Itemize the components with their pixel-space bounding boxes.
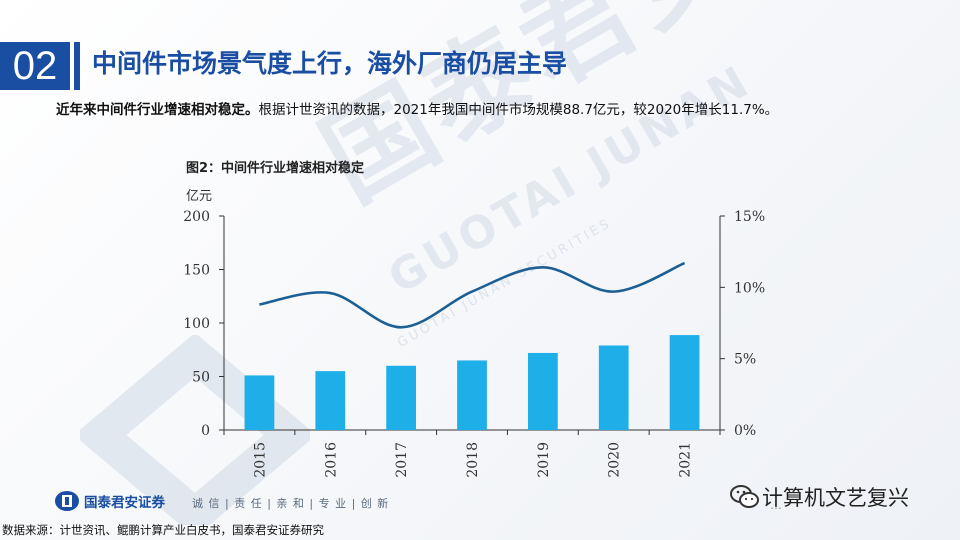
footer-brand: 国泰君安证券	[84, 495, 165, 511]
x-tick-label: 2020	[607, 442, 623, 478]
y-left-tick-label: 50	[192, 370, 210, 386]
bar	[244, 375, 275, 430]
summary-text: 近年来中间件行业增速相对稳定。根据计世资讯的数据，2021年我国中间件市场规模8…	[56, 98, 778, 118]
chart-title: 图2：中间件行业增速相对稳定	[186, 161, 365, 176]
y-right-tick-label: 10%	[734, 280, 765, 296]
growth-rate-line	[259, 261, 686, 329]
y-axis-unit: 亿元	[186, 189, 213, 204]
x-tick-label: 2015	[252, 442, 268, 478]
y-left-tick-label: 150	[183, 263, 210, 279]
bar	[598, 345, 629, 430]
y-left-tick-label: 0	[201, 423, 210, 439]
x-tick-label: 2016	[323, 442, 339, 478]
wechat-shadow-text: …	[770, 498, 782, 512]
x-tick-label: 2021	[678, 442, 694, 478]
y-right-tick-label: 15%	[734, 209, 765, 225]
y-right-tick-label: 5%	[734, 352, 756, 368]
data-source: 数据来源：计世资讯、鲲鹏计算产业白皮书，国泰君安证券研究	[2, 523, 324, 537]
x-tick-label: 2018	[465, 442, 481, 478]
section-number: 02	[0, 42, 70, 90]
wechat-account-name: 计算机文艺复兴	[762, 486, 909, 510]
x-tick-label: 2017	[394, 442, 410, 478]
bar	[457, 360, 487, 430]
wechat-icon	[730, 485, 759, 508]
y-left-tick-label: 100	[183, 316, 210, 332]
y-left-tick-label: 200	[183, 209, 210, 225]
section-divider	[74, 42, 80, 90]
y-right-tick-label: 0%	[734, 423, 756, 439]
x-tick-label: 2019	[536, 442, 552, 478]
brand-logo-icon	[55, 491, 79, 511]
footer-slogan: 诚 信 | 责 任 | 亲 和 | 专 业 | 创 新	[192, 497, 390, 510]
summary-body: 根据计世资讯的数据，2021年我国中间件市场规模88.7亿元，较2020年增长1…	[258, 102, 779, 118]
bar	[315, 371, 346, 430]
summary-lead: 近年来中间件行业增速相对稳定。	[56, 102, 259, 118]
bar	[386, 365, 417, 430]
page-title: 中间件市场景气度上行，海外厂商仍居主导	[92, 49, 568, 78]
bar	[527, 352, 558, 430]
bar	[669, 335, 700, 430]
